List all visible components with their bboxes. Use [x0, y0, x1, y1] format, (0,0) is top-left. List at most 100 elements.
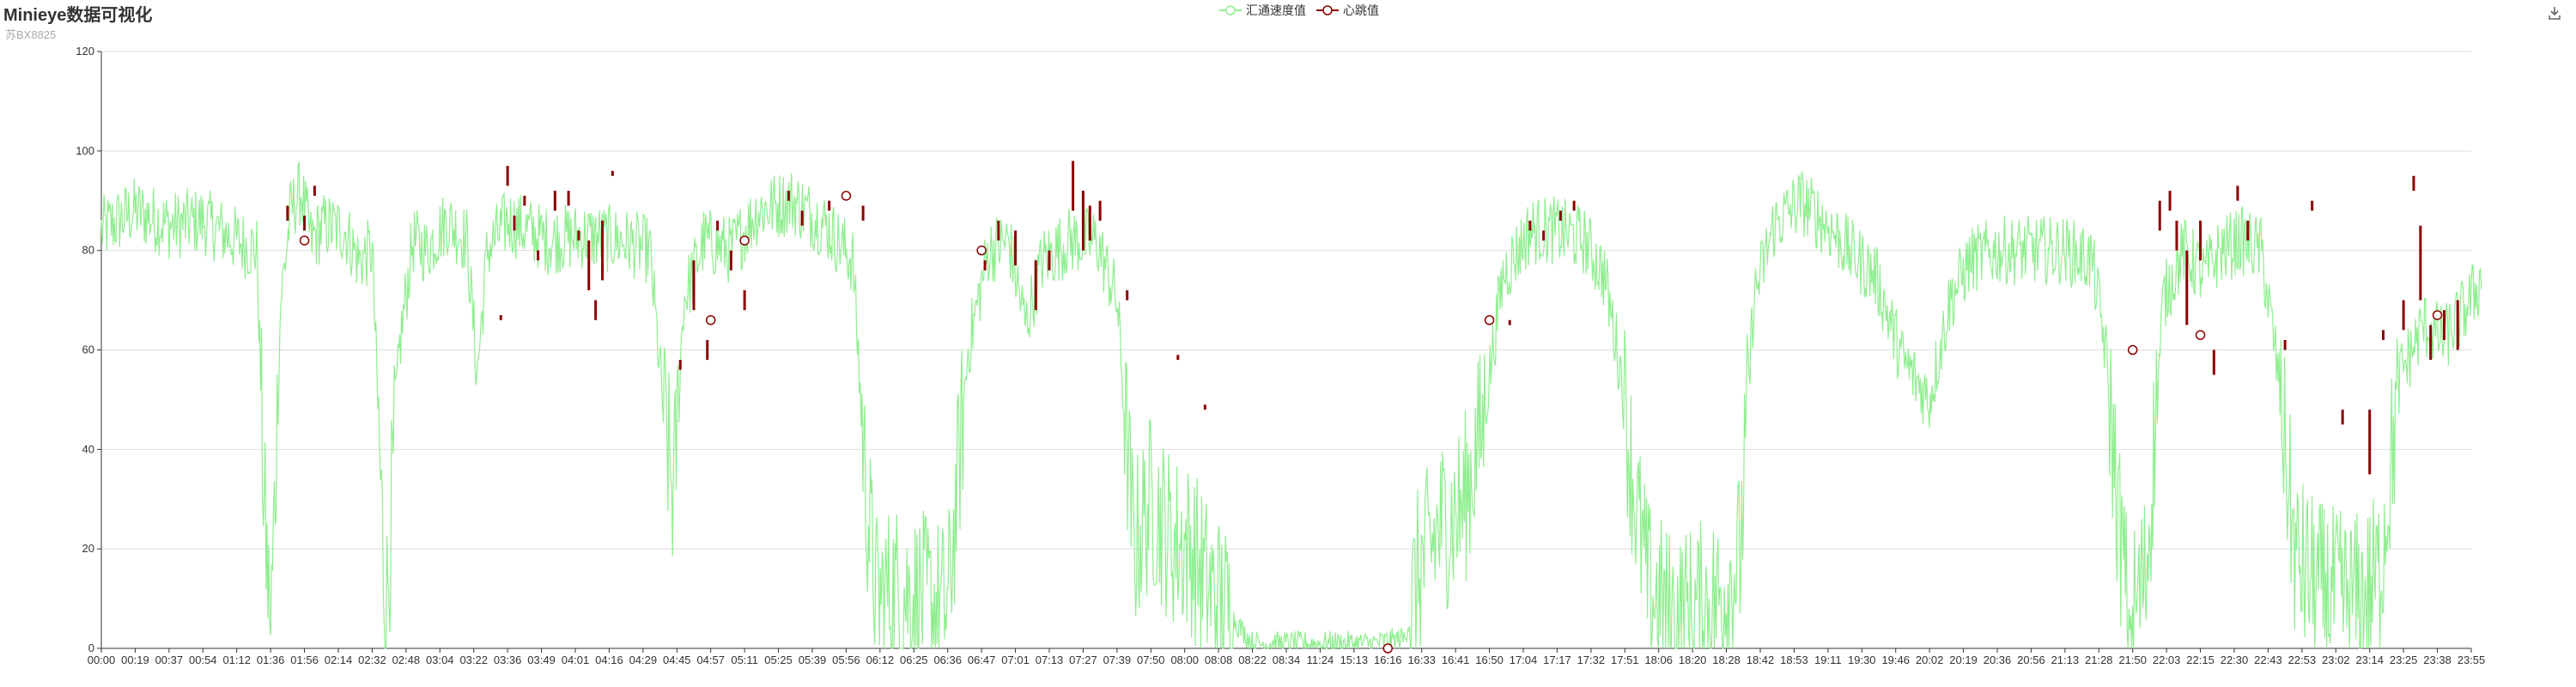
- x-tick-label: 17:51: [1611, 654, 1639, 666]
- x-tick-label: 04:16: [595, 654, 623, 666]
- x-tick-label: 20:02: [1916, 654, 1944, 666]
- x-tick-label: 05:11: [731, 654, 758, 666]
- x-tick-label: 07:27: [1069, 654, 1097, 666]
- heartbeat-point: [2127, 344, 2138, 356]
- x-tick-label: 03:49: [527, 654, 556, 666]
- x-tick-label: 11:24: [1307, 654, 1334, 666]
- x-tick-label: 08:00: [1170, 654, 1199, 666]
- x-tick-label: 16:50: [1475, 654, 1504, 666]
- x-tick-label: 00:00: [88, 654, 116, 666]
- y-tick-label: 40: [82, 442, 94, 455]
- heartbeat-point: [841, 191, 852, 201]
- y-tick-label: 80: [82, 244, 94, 257]
- y-tick-label: 20: [82, 542, 94, 555]
- x-tick-label: 04:01: [562, 654, 590, 666]
- legend-item-heartbeat[interactable]: 心跳值: [1316, 2, 1379, 19]
- x-tick-label: 22:43: [2254, 654, 2282, 666]
- x-tick-label: 06:12: [866, 654, 895, 666]
- x-tick-label: 01:12: [222, 654, 251, 666]
- x-tick-label: 22:03: [2153, 654, 2181, 666]
- x-tick-label: 19:11: [1814, 654, 1842, 666]
- heartbeat-point: [1382, 643, 1394, 654]
- grid-lines: [101, 51, 2471, 649]
- x-axis: 00:00 00:19 00:37 00:54 01:12 01:36 01:56 02:14…: [88, 647, 2486, 666]
- x-tick-label: 08:34: [1273, 654, 1301, 666]
- x-tick-label: 16:33: [1407, 654, 1436, 666]
- x-tick-label: 07:13: [1036, 654, 1064, 666]
- x-tick-label: 07:50: [1137, 654, 1165, 666]
- x-tick-label: 08:08: [1205, 654, 1233, 666]
- x-tick-label: 22:15: [2186, 654, 2215, 666]
- x-tick-label: 23:25: [2390, 654, 2418, 666]
- x-tick-label: 18:53: [1780, 654, 1808, 666]
- x-tick-label: 18:42: [1747, 654, 1775, 666]
- heartbeat-point: [739, 235, 750, 246]
- y-tick-label: 0: [88, 641, 94, 654]
- x-tick-label: 06:36: [933, 654, 962, 666]
- x-tick-label: 02:14: [325, 654, 353, 666]
- y-axis: 0 20 40 60 80 100 120: [76, 45, 102, 654]
- x-tick-label: 06:25: [900, 654, 928, 666]
- x-tick-label: 18:06: [1644, 654, 1673, 666]
- x-tick-label: 23:14: [2355, 654, 2384, 666]
- x-tick-label: 20:56: [2017, 654, 2045, 666]
- x-tick-label: 20:36: [1984, 654, 2012, 666]
- heartbeat-point: [705, 315, 716, 325]
- legend-heartbeat-label: 心跳值: [1343, 3, 1379, 17]
- x-tick-label: 23:02: [2322, 654, 2350, 666]
- x-tick-label: 21:28: [2085, 654, 2113, 666]
- x-tick-label: 04:29: [629, 654, 658, 666]
- x-tick-label: 06:47: [968, 654, 996, 666]
- heartbeat-point: [1484, 315, 1495, 325]
- x-tick-label: 02:48: [392, 654, 421, 666]
- x-tick-label: 05:25: [764, 654, 793, 666]
- x-tick-label: 01:36: [257, 654, 285, 666]
- legend-speed-icon: [1219, 5, 1242, 15]
- x-tick-label: 07:39: [1103, 654, 1132, 666]
- legend-speed-label: 汇通速度值: [1246, 3, 1306, 17]
- speed-line: [100, 161, 2482, 651]
- x-tick-label: 19:46: [1881, 654, 1910, 666]
- x-tick-label: 04:45: [663, 654, 691, 666]
- x-tick-label: 05:56: [832, 654, 860, 666]
- x-tick-label: 00:37: [155, 654, 184, 666]
- x-tick-label: 22:53: [2288, 654, 2317, 666]
- x-tick-label: 02:32: [358, 654, 386, 666]
- x-tick-label: 05:39: [799, 654, 827, 666]
- heartbeat-point: [976, 245, 987, 256]
- legend-heartbeat-icon: [1316, 5, 1339, 15]
- heartbeat-point: [299, 235, 310, 246]
- x-tick-label: 20:19: [1949, 654, 1978, 666]
- x-tick-label: 07:01: [1001, 654, 1030, 666]
- x-tick-label: 21:13: [2051, 654, 2080, 666]
- x-tick-label: 03:36: [494, 654, 522, 666]
- x-tick-label: 08:22: [1238, 654, 1267, 666]
- chart-title: Minieye数据可视化: [3, 6, 153, 25]
- x-tick-label: 23:38: [2423, 654, 2451, 666]
- series-heartbeat: [286, 161, 2459, 654]
- heartbeat-point: [2432, 310, 2443, 320]
- legend-item-speed[interactable]: 汇通速度值: [1219, 2, 1306, 19]
- x-tick-label: 00:54: [189, 654, 217, 666]
- chart-subtitle: 苏BX8825: [5, 28, 57, 41]
- y-tick-label: 120: [76, 45, 94, 58]
- x-tick-label: 00:19: [121, 654, 149, 666]
- x-tick-label: 03:04: [426, 654, 454, 666]
- x-tick-label: 04:57: [696, 654, 725, 666]
- series-speed: [100, 161, 2482, 651]
- download-icon[interactable]: [2547, 5, 2562, 21]
- x-tick-label: 22:30: [2221, 654, 2249, 666]
- x-tick-label: 18:28: [1712, 654, 1741, 666]
- x-tick-label: 16:41: [1442, 654, 1470, 666]
- x-tick-label: 17:32: [1577, 654, 1606, 666]
- y-tick-label: 60: [82, 344, 94, 356]
- x-tick-label: 23:55: [2458, 654, 2486, 666]
- x-tick-label: 01:56: [290, 654, 319, 666]
- y-tick-label: 100: [76, 144, 94, 157]
- x-tick-label: 18:20: [1679, 654, 1707, 666]
- x-tick-label: 16:16: [1374, 654, 1402, 666]
- x-tick-label: 19:30: [1848, 654, 1876, 666]
- x-tick-label: 21:50: [2118, 654, 2147, 666]
- x-tick-label: 15:13: [1340, 654, 1369, 666]
